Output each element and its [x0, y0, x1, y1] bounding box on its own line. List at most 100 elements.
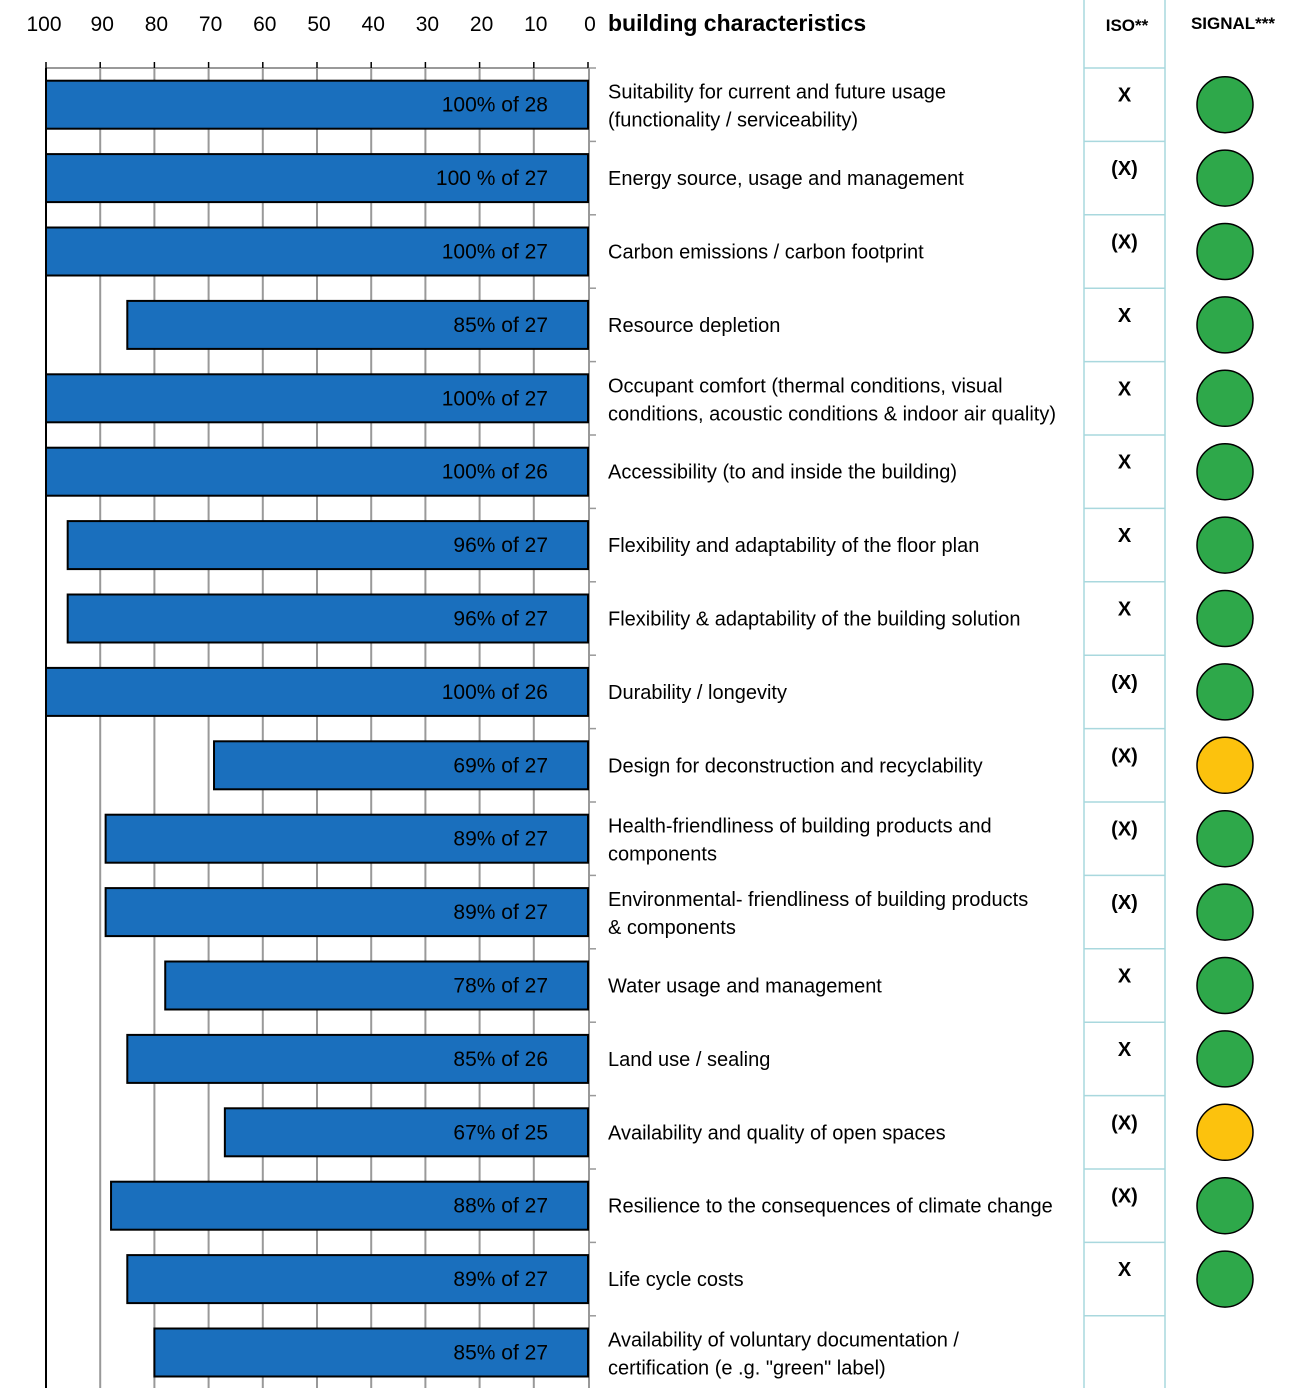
- iso-mark: X: [1118, 599, 1132, 621]
- bar: [45, 373, 589, 424]
- signal-green-icon: [1196, 1176, 1254, 1235]
- row-label: Water usage and management: [608, 976, 882, 998]
- iso-mark: X: [1118, 1039, 1132, 1061]
- x-axis-ticks: 100 90 80 70 60 50 40 30 20 10 0: [26, 13, 596, 68]
- iso-mark: X: [1118, 85, 1132, 107]
- iso-mark: (X): [1111, 672, 1138, 694]
- row-label: Design for deconstruction and recyclabil…: [608, 755, 983, 777]
- bar-label: 78% of 27: [453, 975, 548, 998]
- row-label: conditions, acoustic conditions & indoor…: [608, 403, 1056, 425]
- signal-green-icon: [1196, 442, 1254, 501]
- iso-mark: X: [1118, 525, 1132, 547]
- x-tick-label: 60: [253, 13, 276, 36]
- signal-green-icon: [1196, 809, 1254, 868]
- iso-mark: (X): [1111, 1112, 1138, 1134]
- bar: [213, 740, 590, 791]
- row-label: Land use / sealing: [608, 1049, 770, 1071]
- row-label: Flexibility & adaptability of the buildi…: [608, 609, 1020, 631]
- row-label: (functionality / serviceability): [608, 110, 858, 132]
- row-label: Accessibility (to and inside the buildin…: [608, 462, 957, 484]
- signal-green-icon: [1196, 663, 1254, 721]
- row-label: Durability / longevity: [608, 682, 787, 704]
- row-label: Flexibility and adaptability of the floo…: [608, 535, 979, 557]
- bar-label: 100% of 28: [442, 94, 548, 117]
- bar: [45, 666, 589, 717]
- bar-label: 89% of 27: [453, 901, 548, 924]
- bar-label: 100% of 27: [442, 387, 548, 410]
- signal-green-icon: [1196, 369, 1254, 428]
- iso-mark: X: [1118, 305, 1132, 327]
- bar-label: 88% of 27: [453, 1195, 548, 1218]
- iso-column: X (X) (X) X X X X X (X) (X) (X) (X) X X (X) (X) X: [1083, 0, 1166, 1388]
- iso-mark: (X): [1111, 892, 1138, 914]
- iso-mark: (X): [1111, 1186, 1138, 1208]
- iso-mark: (X): [1111, 745, 1138, 767]
- x-tick-label: 50: [307, 13, 330, 36]
- signal-column: [1196, 75, 1254, 1308]
- x-tick-label: 0: [584, 13, 596, 36]
- x-tick-label: 80: [145, 13, 168, 36]
- row-label: Availability of voluntary documentation …: [608, 1330, 959, 1352]
- x-tick-label: 40: [362, 13, 385, 36]
- iso-mark: (X): [1111, 158, 1138, 180]
- bars: 100% of 28 100 % of 27 100% of 27 85% of 27…: [45, 79, 590, 1378]
- row-label: certification (e .g. "green" label): [608, 1358, 886, 1380]
- iso-mark: (X): [1111, 232, 1138, 254]
- signal-yellow-icon: [1196, 736, 1254, 795]
- bar: [45, 446, 589, 497]
- row-label: Suitability for current and future usage: [608, 82, 946, 104]
- signal-green-icon: [1196, 75, 1254, 134]
- signal-green-icon: [1196, 589, 1254, 648]
- bar: [164, 960, 590, 1011]
- signal-green-icon: [1196, 516, 1254, 574]
- bar-label: 89% of 27: [453, 828, 548, 851]
- row-label: Health-friendliness of building products…: [608, 816, 992, 838]
- bar-label: 67% of 25: [453, 1121, 548, 1144]
- x-tick-label: 30: [416, 13, 439, 36]
- bar-label: 100% of 26: [442, 681, 548, 704]
- signal-green-icon: [1196, 1250, 1254, 1308]
- x-tick-label: 70: [199, 13, 222, 36]
- signal-green-icon: [1196, 956, 1254, 1015]
- bar: [104, 887, 590, 938]
- iso-mark: (X): [1111, 819, 1138, 841]
- bar-label: 69% of 27: [453, 754, 548, 777]
- signal-green-icon: [1196, 222, 1254, 281]
- bar: [45, 226, 589, 277]
- row-label: Environmental- friendliness of building …: [608, 889, 1028, 911]
- bar: [66, 520, 590, 571]
- bar: [66, 593, 590, 644]
- signal-green-icon: [1196, 149, 1254, 207]
- row-label: Energy source, usage and management: [608, 168, 964, 190]
- x-tick-label: 20: [470, 13, 493, 36]
- bar-label: 100% of 26: [442, 461, 548, 484]
- bar: [126, 299, 590, 350]
- bar: [126, 1254, 590, 1305]
- bar-label: 96% of 27: [453, 608, 548, 631]
- bar: [45, 153, 589, 204]
- signal-header: SIGNAL***: [1191, 14, 1275, 33]
- row-label: Resilience to the consequences of climat…: [608, 1196, 1053, 1218]
- iso-mark: X: [1118, 1259, 1132, 1281]
- bar: [126, 1033, 590, 1084]
- bar: [104, 813, 590, 864]
- bar: [153, 1327, 589, 1378]
- bar-label: 96% of 27: [453, 534, 548, 557]
- signal-green-icon: [1196, 1030, 1254, 1088]
- bar-label: 85% of 27: [453, 1342, 548, 1365]
- row-label: & components: [608, 917, 736, 939]
- bar-label: 85% of 27: [453, 314, 548, 337]
- iso-header: ISO**: [1106, 16, 1149, 35]
- signal-yellow-icon: [1196, 1103, 1254, 1162]
- iso-mark: X: [1118, 452, 1132, 474]
- row-label: Resource depletion: [608, 315, 780, 337]
- row-labels: Suitability for current and future usage…: [608, 82, 1056, 1380]
- row-label: Life cycle costs: [608, 1269, 744, 1291]
- bar: [223, 1107, 590, 1158]
- iso-mark: X: [1118, 966, 1132, 988]
- x-tick-label: 90: [91, 13, 114, 36]
- x-tick-label: 100: [26, 13, 61, 36]
- bar: [110, 1180, 589, 1231]
- bar-label: 85% of 26: [453, 1048, 548, 1071]
